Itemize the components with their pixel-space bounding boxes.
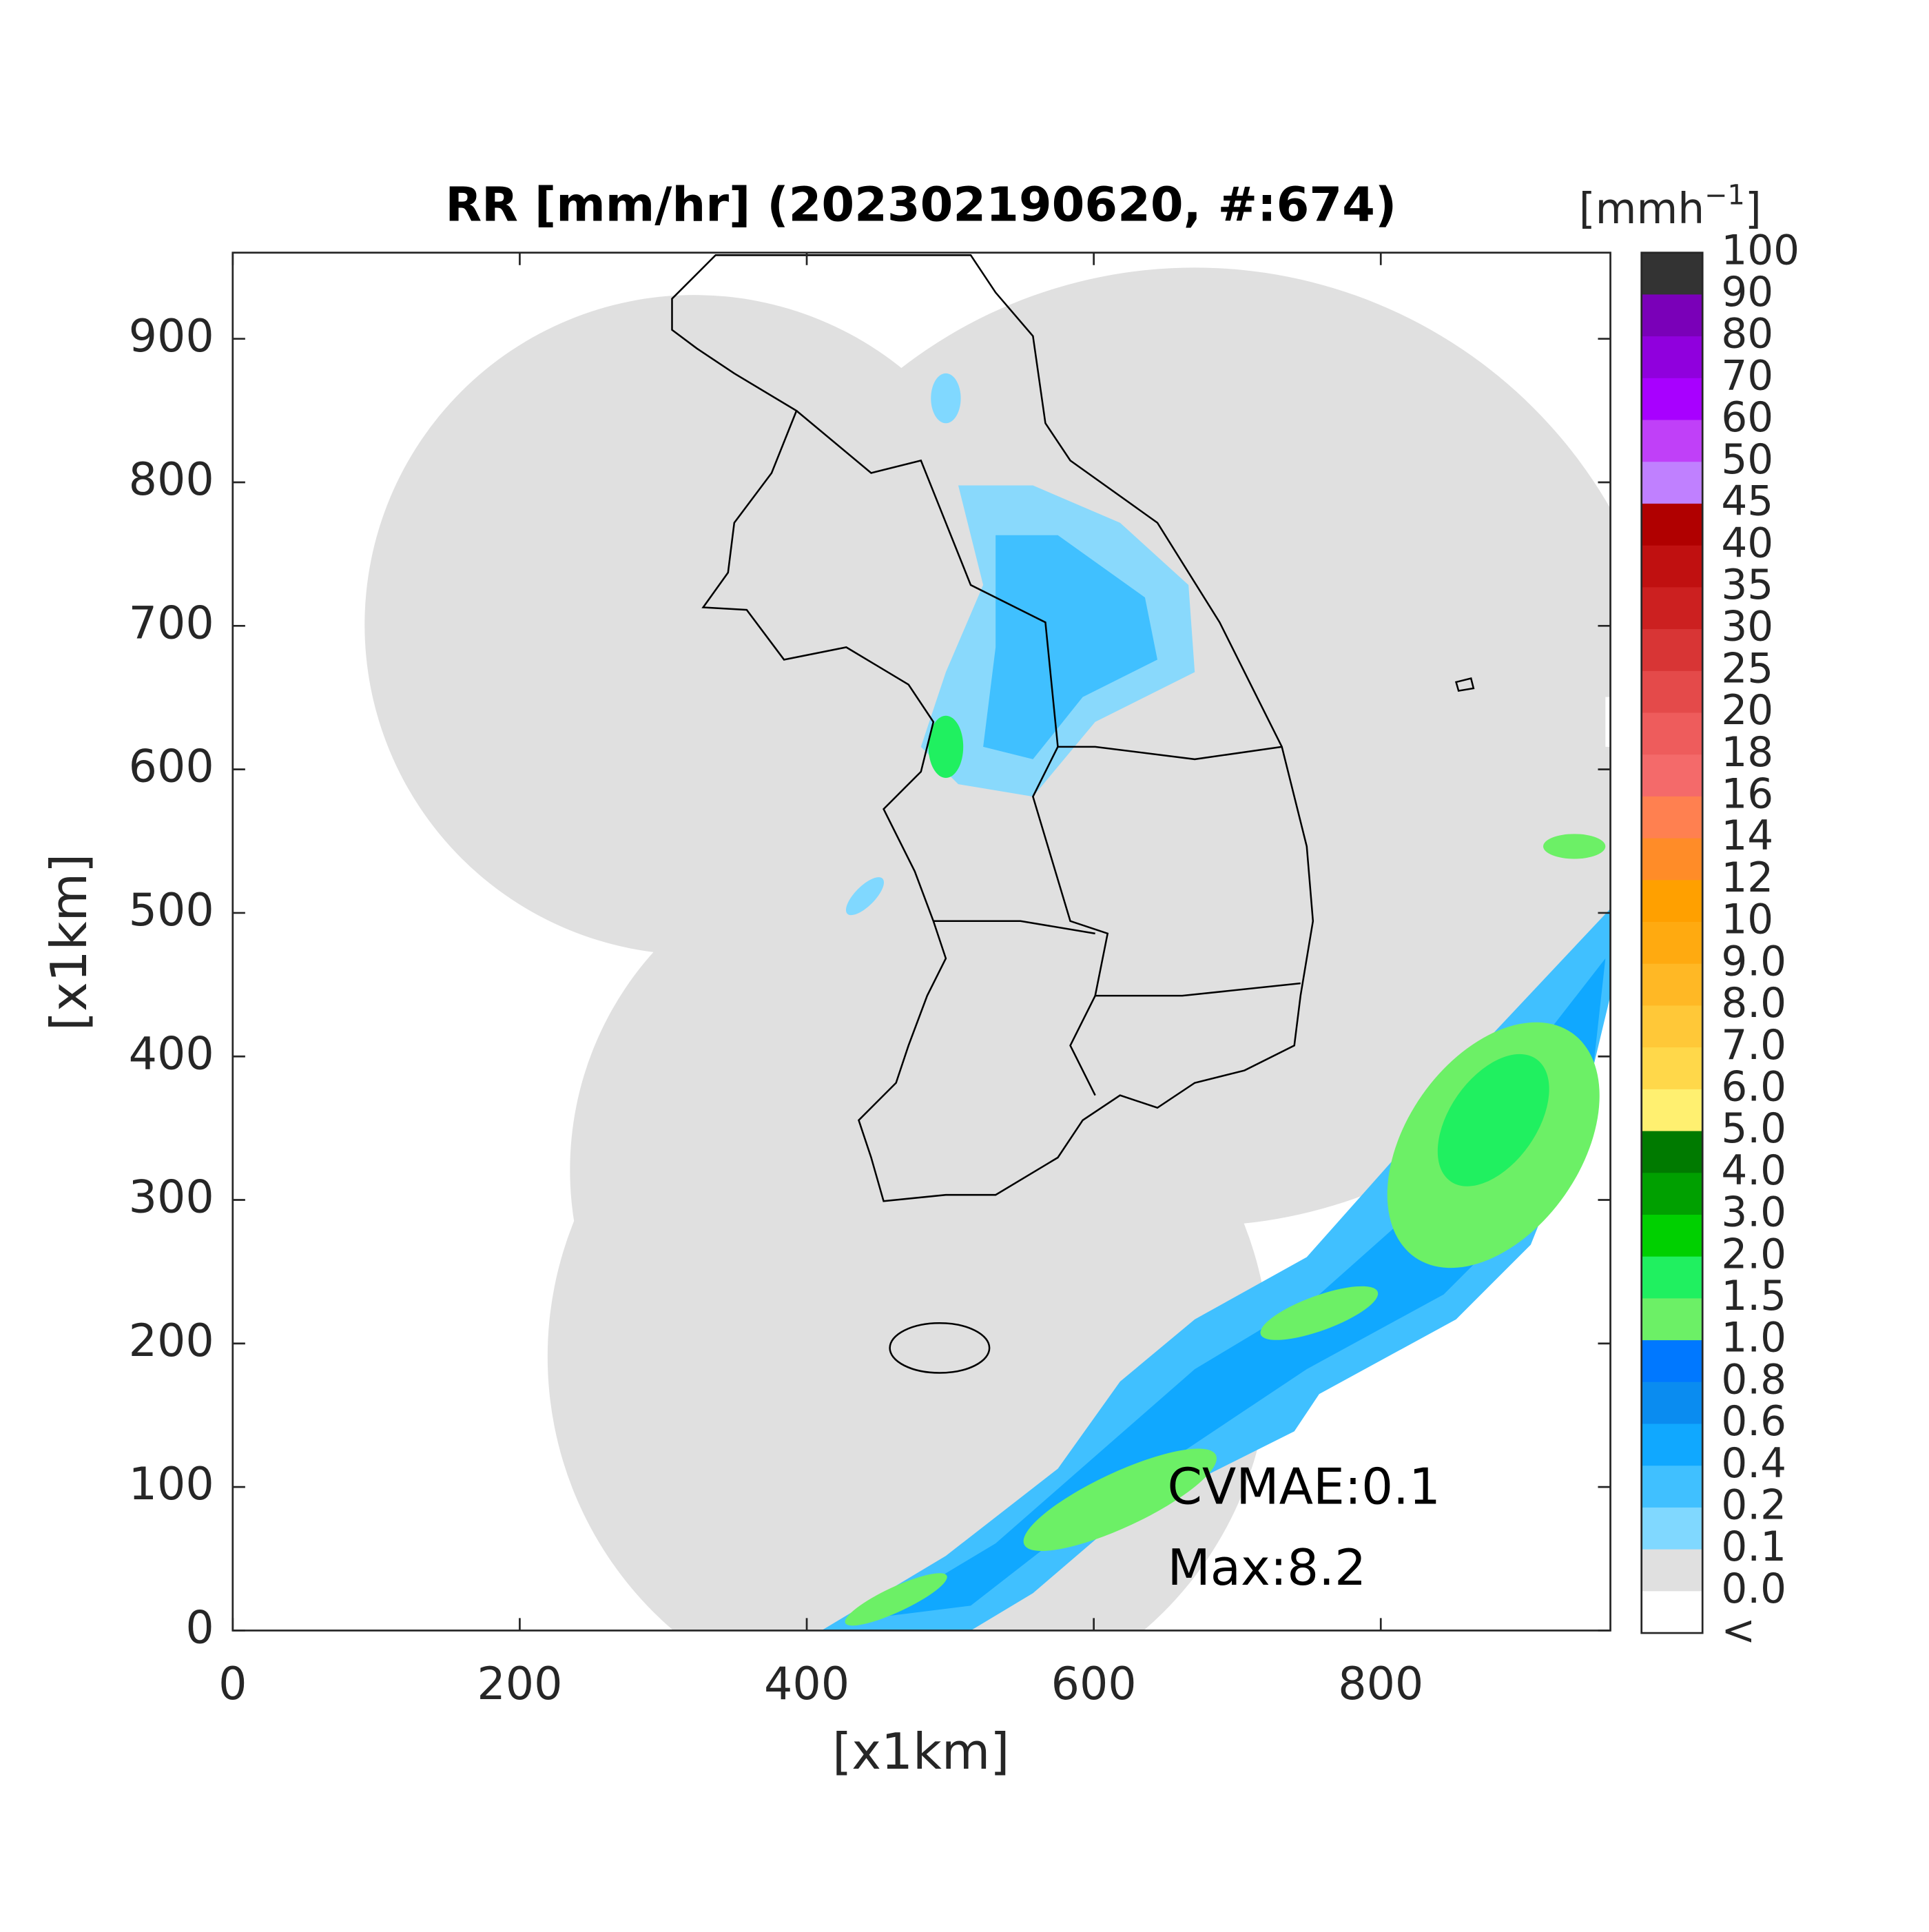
x-tick-label: 800 — [1338, 1658, 1423, 1710]
colorbar-segment — [1641, 587, 1703, 630]
colorbar-label: 50 — [1721, 436, 1773, 484]
y-tick-label: 800 — [129, 454, 214, 506]
x-axis-label: [x1km] — [832, 1723, 1009, 1781]
colorbar-segment — [1641, 1381, 1703, 1425]
colorbar-label: 45 — [1721, 478, 1773, 526]
colorbar-label: 12 — [1721, 854, 1773, 902]
colorbar-segment — [1641, 1256, 1703, 1299]
colorbar-segment — [1641, 796, 1703, 839]
colorbar-label: 18 — [1721, 729, 1773, 777]
colorbar-label: 100 — [1721, 227, 1799, 274]
colorbar-segment — [1641, 963, 1703, 1007]
colorbar-segment — [1641, 252, 1703, 296]
colorbar-segment — [1641, 922, 1703, 965]
colorbar-label: 16 — [1721, 771, 1773, 819]
colorbar-segment — [1641, 378, 1703, 421]
y-tick-label: 300 — [129, 1172, 214, 1224]
x-tick-label: 400 — [764, 1658, 849, 1710]
y-tick-label: 100 — [129, 1459, 214, 1510]
colorbar-label: 0.8 — [1721, 1356, 1786, 1404]
colorbar-segment — [1641, 462, 1703, 504]
colorbar-label: 5.0 — [1721, 1105, 1786, 1153]
y-tick-label: 900 — [129, 311, 214, 362]
colorbar-label: 2.0 — [1721, 1231, 1786, 1278]
radar-field — [364, 254, 1611, 1631]
colorbar-label: 90 — [1721, 269, 1773, 316]
colorbar-segment — [1641, 1131, 1703, 1174]
chart-title: RR [mm/hr] (202302190620, #:674) — [445, 178, 1396, 233]
colorbar-segment — [1641, 1466, 1703, 1508]
colorbar-unit-exponent: −1 — [1704, 179, 1745, 211]
colorbar-label: < — [1721, 1607, 1755, 1655]
colorbar-label: 0.2 — [1721, 1482, 1786, 1530]
y-tick-label: 200 — [129, 1315, 214, 1367]
colorbar-label: 35 — [1721, 562, 1773, 609]
colorbar-segment — [1641, 670, 1703, 714]
colorbar-segment — [1641, 294, 1703, 338]
coastline — [671, 254, 1475, 1374]
colorbar-segment — [1641, 838, 1703, 881]
colorbar-segment — [1641, 503, 1703, 546]
colorbar-label: 3.0 — [1721, 1189, 1786, 1237]
colorbar-unit-text: [mmh — [1579, 185, 1705, 234]
colorbar-segment — [1641, 336, 1703, 379]
colorbar-label: 7.0 — [1721, 1022, 1786, 1069]
colorbar-segment — [1641, 880, 1703, 923]
y-axis-label: [x1km] — [41, 854, 99, 1031]
precipitation — [821, 373, 1611, 1631]
colorbar-label: 1.5 — [1721, 1273, 1786, 1320]
colorbar-segment — [1641, 1591, 1703, 1634]
colorbar-label: 8.0 — [1721, 980, 1786, 1027]
colorbar-segment — [1641, 1424, 1703, 1467]
colorbar-label: 0.0 — [1721, 1565, 1786, 1613]
x-tick-label: 0 — [218, 1658, 247, 1710]
colorbar-segment — [1641, 420, 1703, 463]
colorbar-label: 4.0 — [1721, 1147, 1786, 1195]
colorbar-label: 20 — [1721, 687, 1773, 734]
colorbar-label: 10 — [1721, 896, 1773, 944]
colorbar-label: 70 — [1721, 352, 1773, 400]
colorbar-label: 1.0 — [1721, 1315, 1786, 1362]
annotation: Max:8.2 — [1167, 1539, 1366, 1597]
colorbar-label: 0.4 — [1721, 1440, 1786, 1488]
y-tick-label: 400 — [129, 1028, 214, 1080]
colorbar-unit-text: ] — [1745, 185, 1762, 234]
x-tick-label: 200 — [477, 1658, 562, 1710]
colorbar-label: 0.1 — [1721, 1523, 1786, 1571]
colorbar-segment — [1641, 629, 1703, 672]
colorbar-label: 14 — [1721, 812, 1773, 860]
colorbar-label: 40 — [1721, 520, 1773, 567]
colorbar-segment — [1641, 1340, 1703, 1383]
colorbar-label: 6.0 — [1721, 1063, 1786, 1111]
colorbar-segment — [1641, 1298, 1703, 1342]
colorbar-segment — [1641, 712, 1703, 756]
annotation: CVMAE:0.1 — [1167, 1458, 1441, 1516]
colorbar-segment — [1641, 1173, 1703, 1215]
colorbar-frame — [1640, 251, 1704, 1634]
colorbar-segment — [1641, 1507, 1703, 1550]
colorbar-segment — [1641, 1005, 1703, 1049]
colorbar-label: 60 — [1721, 394, 1773, 442]
x-tick-label: 600 — [1051, 1658, 1137, 1710]
colorbar-segment — [1641, 1214, 1703, 1257]
plot-frame — [231, 251, 1611, 1632]
colorbar-label: 25 — [1721, 645, 1773, 692]
colorbar-unit: [mmh−1] — [1579, 179, 1762, 234]
y-tick-label: 0 — [185, 1603, 214, 1654]
colorbar-label: 80 — [1721, 311, 1773, 358]
y-tick-label: 600 — [129, 741, 214, 793]
colorbar-label: 9.0 — [1721, 938, 1786, 985]
y-tick-label: 500 — [129, 885, 214, 936]
colorbar-label: 0.6 — [1721, 1398, 1786, 1446]
colorbar-segment — [1641, 1047, 1703, 1090]
colorbar-label: 30 — [1721, 604, 1773, 651]
y-tick-label: 700 — [129, 597, 214, 649]
colorbar-segment — [1641, 1549, 1703, 1592]
colorbar-segment — [1641, 754, 1703, 797]
colorbar-segment — [1641, 1089, 1703, 1132]
colorbar-segment — [1641, 545, 1703, 588]
